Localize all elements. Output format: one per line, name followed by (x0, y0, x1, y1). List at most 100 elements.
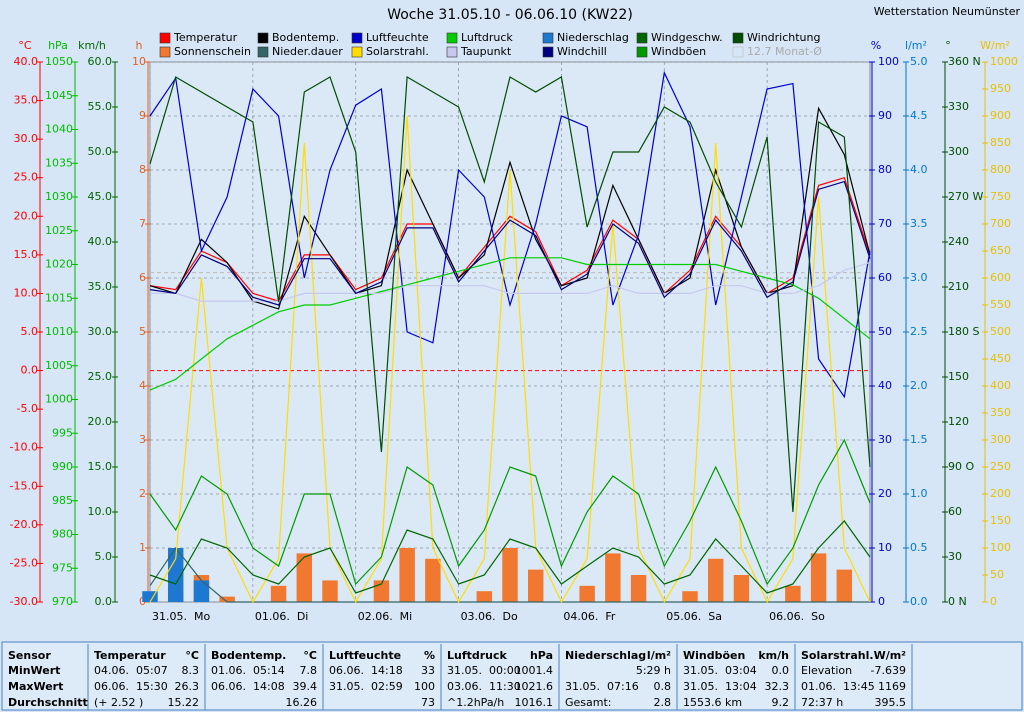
bar (682, 591, 698, 602)
legend-swatch (257, 32, 269, 44)
table-cell: 00:00 (489, 664, 521, 677)
table-cell: 07:16 (607, 680, 639, 693)
y-tick-label: 1040 (45, 123, 73, 136)
table-cell: 39.4 (293, 680, 318, 693)
table-cell: 15:30 (136, 680, 168, 693)
y-tick-label: 980 (52, 528, 73, 541)
y-tick-label: 500 (990, 325, 1011, 338)
bar (296, 553, 312, 602)
y-tick-label: 2 (139, 487, 146, 500)
y-tick-label: 90 (878, 109, 892, 122)
y-tick-label: -15.0 (10, 479, 38, 492)
y-tick-label: 0.0 (95, 595, 113, 608)
table-cell: 06.06. (211, 680, 246, 693)
axis-unit: l/m² (905, 39, 927, 52)
table-cell: 14:08 (253, 680, 285, 693)
series-line (149, 438, 871, 586)
y-tick-label: 360 N (948, 55, 981, 68)
bar (219, 596, 235, 602)
y-tick-label: 330 (948, 100, 969, 113)
y-tick-label: 3.5 (910, 217, 928, 230)
y-tick-label: 400 (990, 379, 1011, 392)
y-tick-label: 1030 (45, 190, 73, 203)
table-cell: 73 (421, 696, 435, 709)
table-cell: 31.05. (565, 680, 600, 693)
y-tick-label: -20.0 (10, 518, 38, 531)
y-tick-label: 990 (52, 460, 73, 473)
y-tick-label: 1050 (45, 55, 73, 68)
y-tick-label: -10.0 (10, 441, 38, 454)
y-tick-label: 150 (948, 370, 969, 383)
legend-label: 12.7 Monat-Ø (747, 45, 822, 58)
table-cell: 05:14 (253, 664, 285, 677)
column-title: Niederschlag (565, 649, 646, 662)
y-tick-label: 50.0 (88, 145, 113, 158)
table-cell: 02:59 (371, 680, 403, 693)
axis-unit: hPa (48, 39, 68, 52)
y-tick-label: 0 N (948, 595, 967, 608)
table-cell: 14:18 (371, 664, 403, 677)
legend-swatch (351, 32, 363, 44)
series-line (149, 180, 871, 306)
legend-swatch (732, 46, 744, 58)
legend-swatch (257, 46, 269, 58)
table-cell: 395.5 (875, 696, 907, 709)
table-cell: ^1.2hPa/h (447, 696, 504, 709)
series-line (149, 520, 871, 594)
table-cell: -7.639 (871, 664, 906, 677)
legend-label: Sonnenschein (174, 45, 251, 58)
table-cell: 13:45 (843, 680, 875, 693)
y-tick-label: 60 (948, 505, 962, 518)
table-cell: 7.8 (300, 664, 318, 677)
y-tick-label: 90 O (948, 460, 974, 473)
y-tick-label: 45.0 (88, 190, 113, 203)
bar (810, 553, 827, 602)
y-tick-label: 120 (948, 415, 969, 428)
table-cell: 13:04 (725, 680, 757, 693)
series-line (149, 546, 870, 603)
y-tick-label: 5 (139, 325, 146, 338)
legend-label: Nieder.dauer (272, 45, 343, 58)
series-line (150, 262, 871, 302)
y-tick-label: 250 (990, 460, 1011, 473)
y-tick-label: 60 (878, 271, 892, 284)
y-tick-label: 9 (139, 109, 146, 122)
row-label: MinWert (8, 664, 60, 677)
y-tick-label: 350 (990, 406, 1011, 419)
table-cell: 1021.6 (515, 680, 554, 693)
column-unit: °C (303, 649, 317, 662)
table-cell: 9.2 (772, 696, 790, 709)
y-tick-label: 8 (139, 163, 146, 176)
y-tick-label: 0 (990, 595, 997, 608)
y-tick-label: 2.0 (910, 379, 928, 392)
column-title: Luftdruck (447, 649, 508, 662)
table-cell: 05:07 (136, 664, 168, 677)
row-label: Durchschnitt (8, 696, 88, 709)
x-tick-label: 03.06. Do (461, 610, 518, 623)
y-tick-label: 5.0 (21, 325, 39, 338)
y-tick-label: 3 (139, 433, 146, 446)
table-cell: 1169 (878, 680, 906, 693)
table-cell: 06.06. (329, 664, 364, 677)
y-tick-label: 1.0 (910, 487, 928, 500)
y-tick-label: 30 (878, 433, 892, 446)
y-tick-label: 50 (990, 568, 1004, 581)
legend-swatch (636, 32, 648, 44)
y-tick-label: 20.0 (88, 415, 113, 428)
axis-unit: W/m² (980, 39, 1010, 52)
table-cell: 31.05. (683, 680, 718, 693)
y-tick-label: 10 (878, 541, 892, 554)
y-tick-label: 1010 (45, 325, 73, 338)
bar (270, 585, 287, 602)
station-name: Wetterstation Neumünster (874, 5, 1021, 18)
y-tick-label: 100 (878, 55, 899, 68)
y-tick-label: 1000 (45, 393, 73, 406)
legend-label: Windrichtung (747, 31, 820, 44)
series-line (149, 257, 871, 391)
bar (733, 575, 750, 602)
bar (193, 580, 210, 602)
y-tick-label: -5.0 (17, 402, 38, 415)
y-tick-label: 15.0 (14, 248, 39, 261)
y-tick-label: 985 (52, 494, 73, 507)
